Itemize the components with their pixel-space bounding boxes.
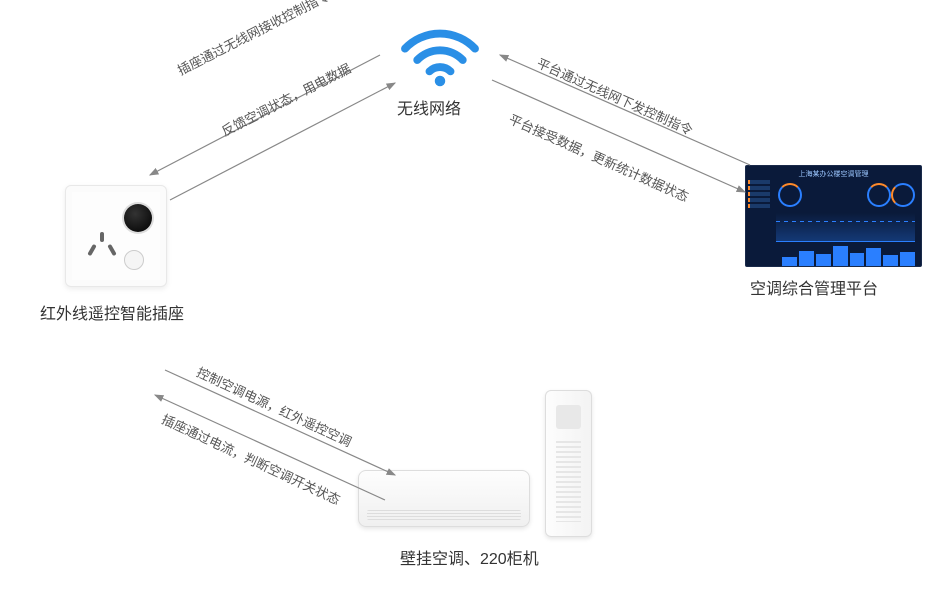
cabinet-ac-icon <box>545 390 592 537</box>
edge-label-socket-wifi-bottom: 反馈空调状态，用电数据 <box>218 58 354 140</box>
edge-label-platform-wifi-top: 平台通过无线网下发控制指令 <box>534 53 696 139</box>
platform-dashboard-icon: 上海某办公楼空调管理 <box>745 165 922 267</box>
ac-label: 壁挂空调、220柜机 <box>400 545 539 569</box>
wifi-label: 无线网络 <box>397 95 461 119</box>
wifi-icon <box>395 18 485 88</box>
edge-label-socket-wifi-top: 插座通过无线网接收控制指令 <box>174 0 333 79</box>
smart-socket-icon <box>65 185 167 287</box>
wall-ac-icon <box>358 470 530 527</box>
smart-socket-label: 红外线遥控智能插座 <box>40 300 184 324</box>
platform-label: 空调综合管理平台 <box>750 275 878 299</box>
